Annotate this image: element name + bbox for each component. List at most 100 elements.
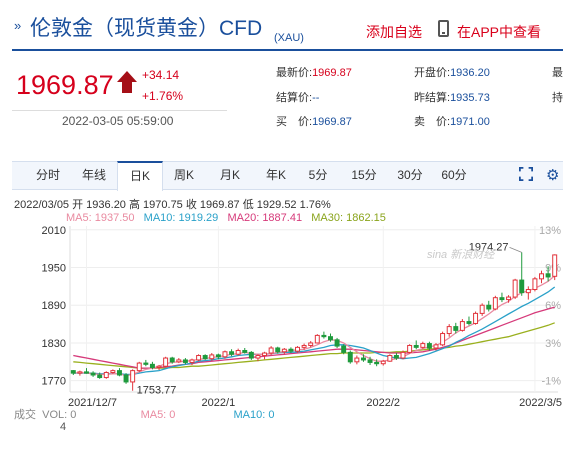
candle (235, 350, 241, 355)
pct-tick-label: 13% (539, 225, 561, 237)
candle (407, 344, 413, 353)
field-open: 开盘价:1936.20 (414, 67, 490, 79)
candle (149, 363, 155, 368)
low-annotation: 1753.77 (137, 385, 177, 397)
phone-icon[interactable] (438, 20, 449, 37)
ma30-legend: MA30: 1862.15 (311, 212, 386, 224)
candle (473, 312, 479, 324)
pct-tick-label: 3% (545, 338, 561, 350)
candle (479, 304, 485, 314)
candle (354, 357, 360, 363)
add-favorite-link[interactable]: 添加自选 (366, 24, 422, 40)
page-title: 伦敦金（现货黄金）CFD (30, 17, 263, 40)
tab-intraday[interactable]: 分时 (35, 168, 60, 182)
candle (545, 273, 551, 278)
candle (143, 362, 149, 365)
price-divider (12, 110, 227, 111)
gear-icon[interactable]: ⚙ (546, 167, 560, 184)
vol-ma5: MA5: 0 (140, 409, 176, 421)
y-tick-label: 1890 (42, 300, 66, 312)
high-annotation: 1974.27 (469, 241, 509, 253)
candle (328, 336, 333, 341)
field-ask: 卖 价:1971.00 (414, 116, 490, 128)
candle (512, 279, 518, 298)
candle (281, 348, 287, 353)
watermark: sina 新浪财经 (427, 249, 495, 261)
candle (97, 374, 103, 379)
field-settlement: 结算价:-- (276, 92, 320, 104)
ma20-legend: MA20: 1887.41 (227, 212, 303, 224)
pct-tick-label: -1% (541, 376, 561, 388)
candle (189, 359, 195, 363)
candle (360, 357, 366, 361)
volume-axis-value: 4 (60, 421, 67, 433)
x-tick-label: 2022/2 (366, 397, 400, 409)
candle (532, 278, 538, 291)
tab-5min[interactable]: 5分 (308, 168, 328, 182)
candle (420, 343, 426, 348)
candle (262, 352, 268, 357)
candle (393, 355, 399, 359)
candle (242, 350, 248, 353)
candle (136, 362, 142, 372)
y-tick-label: 1770 (42, 376, 66, 388)
tab-15min[interactable]: 15分 (351, 168, 377, 182)
ma5-legend: MA5: 1937.50 (66, 212, 135, 224)
field-latest: 最新价:1969.87 (276, 67, 352, 79)
candle (459, 321, 465, 331)
volume-legend: 成交 VOL: 0 MA5: 0 MA10: 0 (14, 406, 274, 422)
tab-yearly-k[interactable]: 年K (265, 168, 286, 182)
candle (453, 326, 459, 331)
vol-value: VOL: 0 (42, 409, 77, 421)
ma10-legend: MA10: 1919.29 (143, 212, 219, 224)
pct-tick-label: 6% (545, 300, 561, 312)
candle (301, 344, 307, 348)
y-tick-label: 2010 (42, 225, 66, 237)
candle (525, 289, 531, 294)
candle (486, 304, 492, 310)
candle (347, 351, 353, 363)
candle (519, 279, 525, 294)
candle (387, 355, 393, 362)
field-high-cut: 最 (552, 67, 563, 79)
candle (163, 357, 169, 367)
candle (255, 355, 261, 359)
candle (103, 372, 109, 379)
quote-time: 2022-03-05 05:59:00 (62, 114, 174, 128)
candle (341, 345, 347, 353)
tab-daily-k[interactable]: 日K (117, 161, 163, 191)
tab-30min[interactable]: 30分 (397, 168, 423, 182)
candle (321, 334, 327, 338)
candle (202, 355, 208, 360)
tab-weekly-k[interactable]: 周K (173, 168, 194, 182)
y-tick-label: 1830 (42, 338, 66, 350)
candle (400, 351, 406, 359)
field-hold-cut: 持 (552, 92, 563, 104)
candle (176, 359, 182, 363)
expand-icon[interactable] (519, 167, 533, 181)
candle (433, 344, 439, 349)
candle (506, 296, 512, 301)
candle (77, 371, 83, 374)
candle (169, 357, 175, 363)
last-price: 1969.87 (16, 70, 114, 100)
candle (380, 360, 386, 365)
candle (123, 374, 129, 383)
open-in-app-link[interactable]: 在APP中查看 (457, 24, 542, 40)
field-bid: 买 价:1969.87 (276, 116, 352, 128)
tab-60min[interactable]: 60分 (441, 168, 467, 182)
title-marker: » (14, 18, 22, 33)
candle (156, 365, 162, 368)
price-change-percent: +1.76% (142, 89, 184, 103)
candle (268, 347, 274, 354)
candle (70, 370, 76, 374)
candle (275, 347, 281, 353)
candle (426, 343, 432, 349)
tab-monthly-k[interactable]: 月K (219, 168, 240, 182)
tab-year-line[interactable]: 年线 (81, 168, 106, 182)
candle (229, 351, 235, 355)
candle (130, 370, 136, 383)
period-tabs: 分时 年线 日K 周K 月K 年K 5分 15分 30分 60分 (12, 161, 563, 191)
ma10-line (73, 286, 556, 376)
